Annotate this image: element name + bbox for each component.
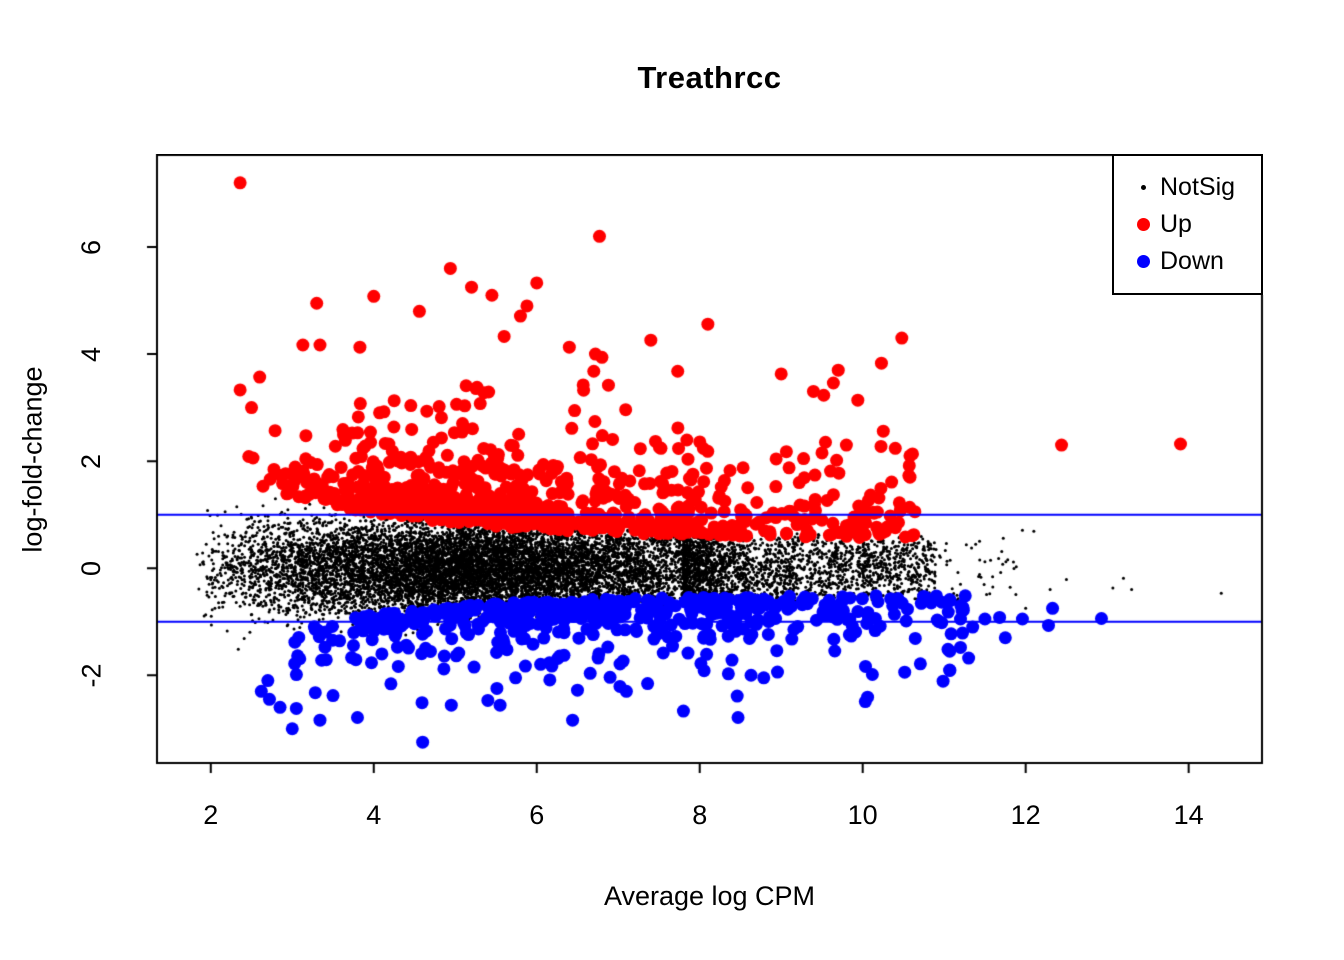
legend-label: Down <box>1160 247 1224 275</box>
x-tick-label: 4 <box>366 800 382 830</box>
notsig-dot-icon <box>1140 185 1146 190</box>
legend-item-down: Down <box>1126 246 1261 277</box>
y-tick-label: 6 <box>76 239 107 255</box>
legend-marker-col <box>1126 218 1160 231</box>
y-axis-title: log-fold-change <box>11 259 55 659</box>
x-tick-label: 2 <box>203 800 219 830</box>
chart-title: Treathrcc <box>637 60 782 95</box>
up-dot-icon <box>1136 218 1150 231</box>
legend-label: NotSig <box>1160 173 1236 201</box>
y-tick-label: 0 <box>76 560 107 576</box>
legend-item-up: Up <box>1126 209 1261 240</box>
x-tick-label: 12 <box>1010 800 1041 830</box>
x-tick-label: 14 <box>1173 800 1204 830</box>
down-dot-icon <box>1136 255 1150 268</box>
x-tick-label: 8 <box>692 800 708 830</box>
y-axis-title-text: log-fold-change <box>17 365 48 553</box>
legend-marker-col <box>1126 185 1160 190</box>
y-tick-label: 4 <box>76 346 107 362</box>
y-tick-label: -2 <box>76 663 107 688</box>
y-tick-label: 2 <box>76 453 107 469</box>
legend-label: Up <box>1160 210 1192 238</box>
x-tick-label: 10 <box>847 800 878 830</box>
x-axis-title: Average log CPM <box>603 881 816 911</box>
legend: NotSig Up Down <box>1112 154 1263 295</box>
legend-marker-col <box>1126 255 1160 268</box>
legend-item-notsig: NotSig <box>1126 172 1261 203</box>
x-tick-label: 6 <box>529 800 545 830</box>
